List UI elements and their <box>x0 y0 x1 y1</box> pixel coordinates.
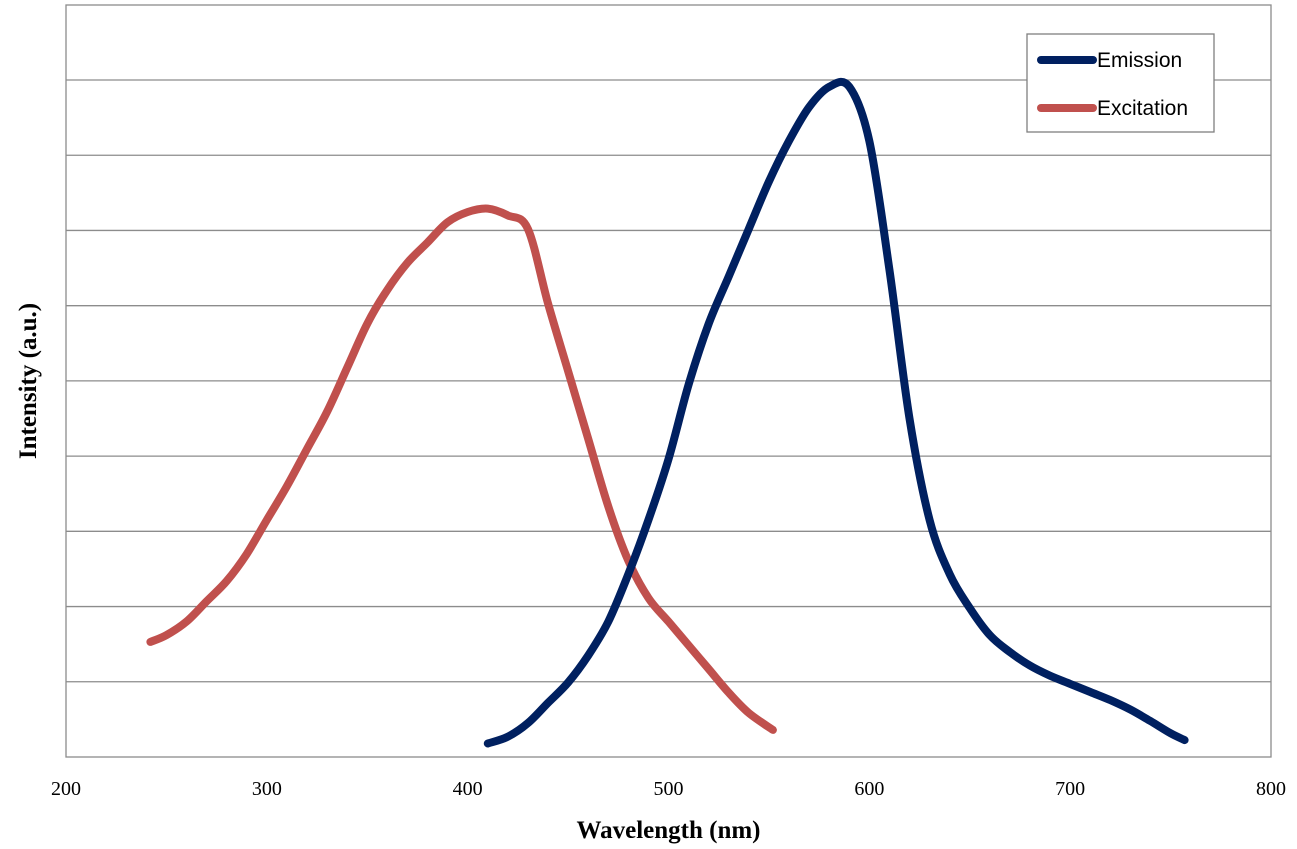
x-tick-label: 300 <box>252 778 282 800</box>
legend-label-excitation: Excitation <box>1097 97 1188 120</box>
gridlines <box>66 79 1271 683</box>
y-axis-title: Intensity (a.u.) <box>15 303 42 459</box>
series-line-excitation <box>146 204 777 734</box>
legend-box <box>1026 33 1215 133</box>
x-tick-label: 200 <box>51 778 81 800</box>
legend-label-emission: Emission <box>1097 49 1182 72</box>
series-lines <box>146 77 1189 748</box>
x-tick-label: 400 <box>453 778 483 800</box>
x-tick-label: 800 <box>1256 778 1286 800</box>
x-tick-label: 600 <box>854 778 884 800</box>
legend: Emission Excitation <box>1026 33 1215 133</box>
x-axis-tick-labels: 200 300 400 500 600 700 800 <box>51 778 1286 800</box>
plot-area-frame <box>65 4 1272 758</box>
x-tick-label: 500 <box>654 778 684 800</box>
x-axis-title: Wavelength (nm) <box>576 817 760 844</box>
x-tick-label: 700 <box>1055 778 1085 800</box>
series-line-emission <box>483 77 1189 748</box>
